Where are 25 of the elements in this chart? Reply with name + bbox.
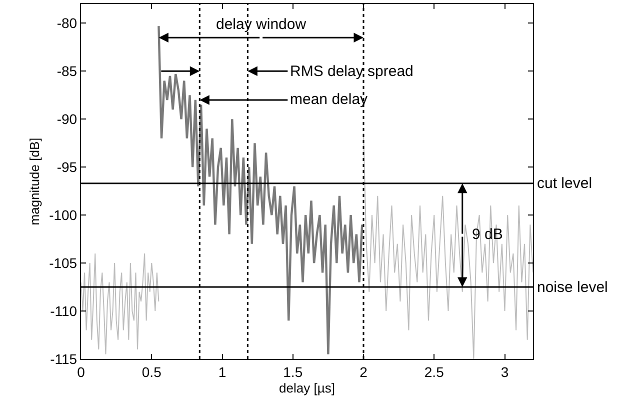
x-tick-label: 1 <box>218 364 226 380</box>
annotation: delay window <box>216 16 306 33</box>
y-tick-label: -115 <box>50 350 78 367</box>
line-series <box>81 252 160 355</box>
y-tick-label: -80 <box>56 15 78 32</box>
x-tick-label: 1.5 <box>283 364 303 380</box>
x-tick-label: 2.5 <box>424 364 444 380</box>
ref-line-label: cut level <box>537 175 592 192</box>
y-tick-label: -100 <box>49 206 78 223</box>
annotation: mean delay <box>290 91 368 108</box>
y-tick-label: -105 <box>49 254 78 271</box>
ref-line-label: noise level <box>537 279 608 296</box>
x-axis-title: delay [µs] <box>279 380 335 396</box>
x-tick-label: 0.5 <box>142 364 162 380</box>
x-tick-label: 2 <box>360 364 368 380</box>
y-tick-label: -85 <box>56 63 78 80</box>
y-tick-label: -95 <box>56 159 78 176</box>
y-tick-label: -110 <box>50 302 78 319</box>
line-series <box>363 133 533 359</box>
y-axis-title: magnitude [dB] <box>27 138 42 226</box>
annotation: RMS delay spread <box>290 63 414 80</box>
annotation: 9 dB <box>472 226 503 243</box>
x-tick-label: 3 <box>500 364 509 380</box>
x-tick-label: 0 <box>77 364 86 380</box>
y-tick-label: -90 <box>56 111 78 128</box>
